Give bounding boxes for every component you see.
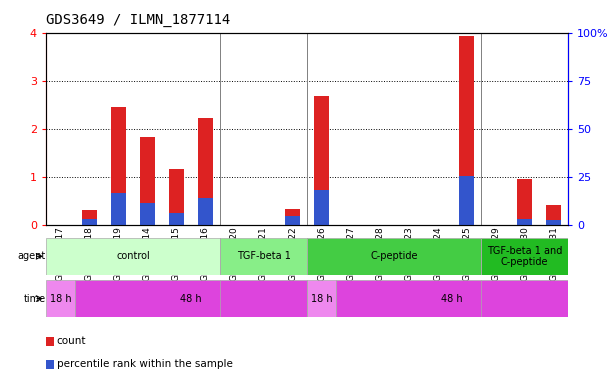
Bar bbox=[546, 205, 561, 225]
Bar bbox=[46, 238, 220, 275]
Bar bbox=[220, 238, 307, 275]
Text: time: time bbox=[24, 293, 46, 304]
Text: C-peptide: C-peptide bbox=[370, 251, 418, 262]
Text: 18 h: 18 h bbox=[49, 293, 71, 304]
Bar bbox=[459, 36, 474, 225]
Bar bbox=[140, 137, 155, 225]
Text: percentile rank within the sample: percentile rank within the sample bbox=[57, 359, 233, 369]
Bar bbox=[82, 219, 97, 225]
Bar bbox=[111, 107, 126, 225]
Text: 48 h: 48 h bbox=[180, 293, 202, 304]
Bar bbox=[307, 280, 336, 317]
Text: 18 h: 18 h bbox=[311, 293, 332, 304]
Bar bbox=[314, 96, 329, 225]
Bar bbox=[336, 280, 568, 317]
Text: 48 h: 48 h bbox=[441, 293, 463, 304]
Text: TGF-beta 1 and
C-peptide: TGF-beta 1 and C-peptide bbox=[487, 245, 562, 267]
Bar bbox=[169, 169, 184, 225]
Text: control: control bbox=[116, 251, 150, 262]
Bar bbox=[518, 179, 532, 225]
Bar bbox=[546, 220, 561, 225]
Text: TGF-beta 1: TGF-beta 1 bbox=[236, 251, 290, 262]
Bar bbox=[198, 198, 213, 225]
Bar bbox=[82, 210, 97, 225]
Text: agent: agent bbox=[18, 251, 46, 262]
Bar bbox=[46, 280, 75, 317]
Bar bbox=[518, 219, 532, 225]
Bar bbox=[140, 203, 155, 225]
Text: count: count bbox=[57, 336, 86, 346]
Text: GDS3649 / ILMN_1877114: GDS3649 / ILMN_1877114 bbox=[46, 13, 230, 27]
Bar bbox=[285, 216, 300, 225]
Bar bbox=[111, 194, 126, 225]
Bar bbox=[285, 209, 300, 225]
Bar bbox=[459, 176, 474, 225]
Bar bbox=[169, 213, 184, 225]
Bar bbox=[481, 238, 568, 275]
Bar bbox=[75, 280, 307, 317]
Bar bbox=[198, 118, 213, 225]
Bar bbox=[314, 190, 329, 225]
Bar bbox=[307, 238, 481, 275]
